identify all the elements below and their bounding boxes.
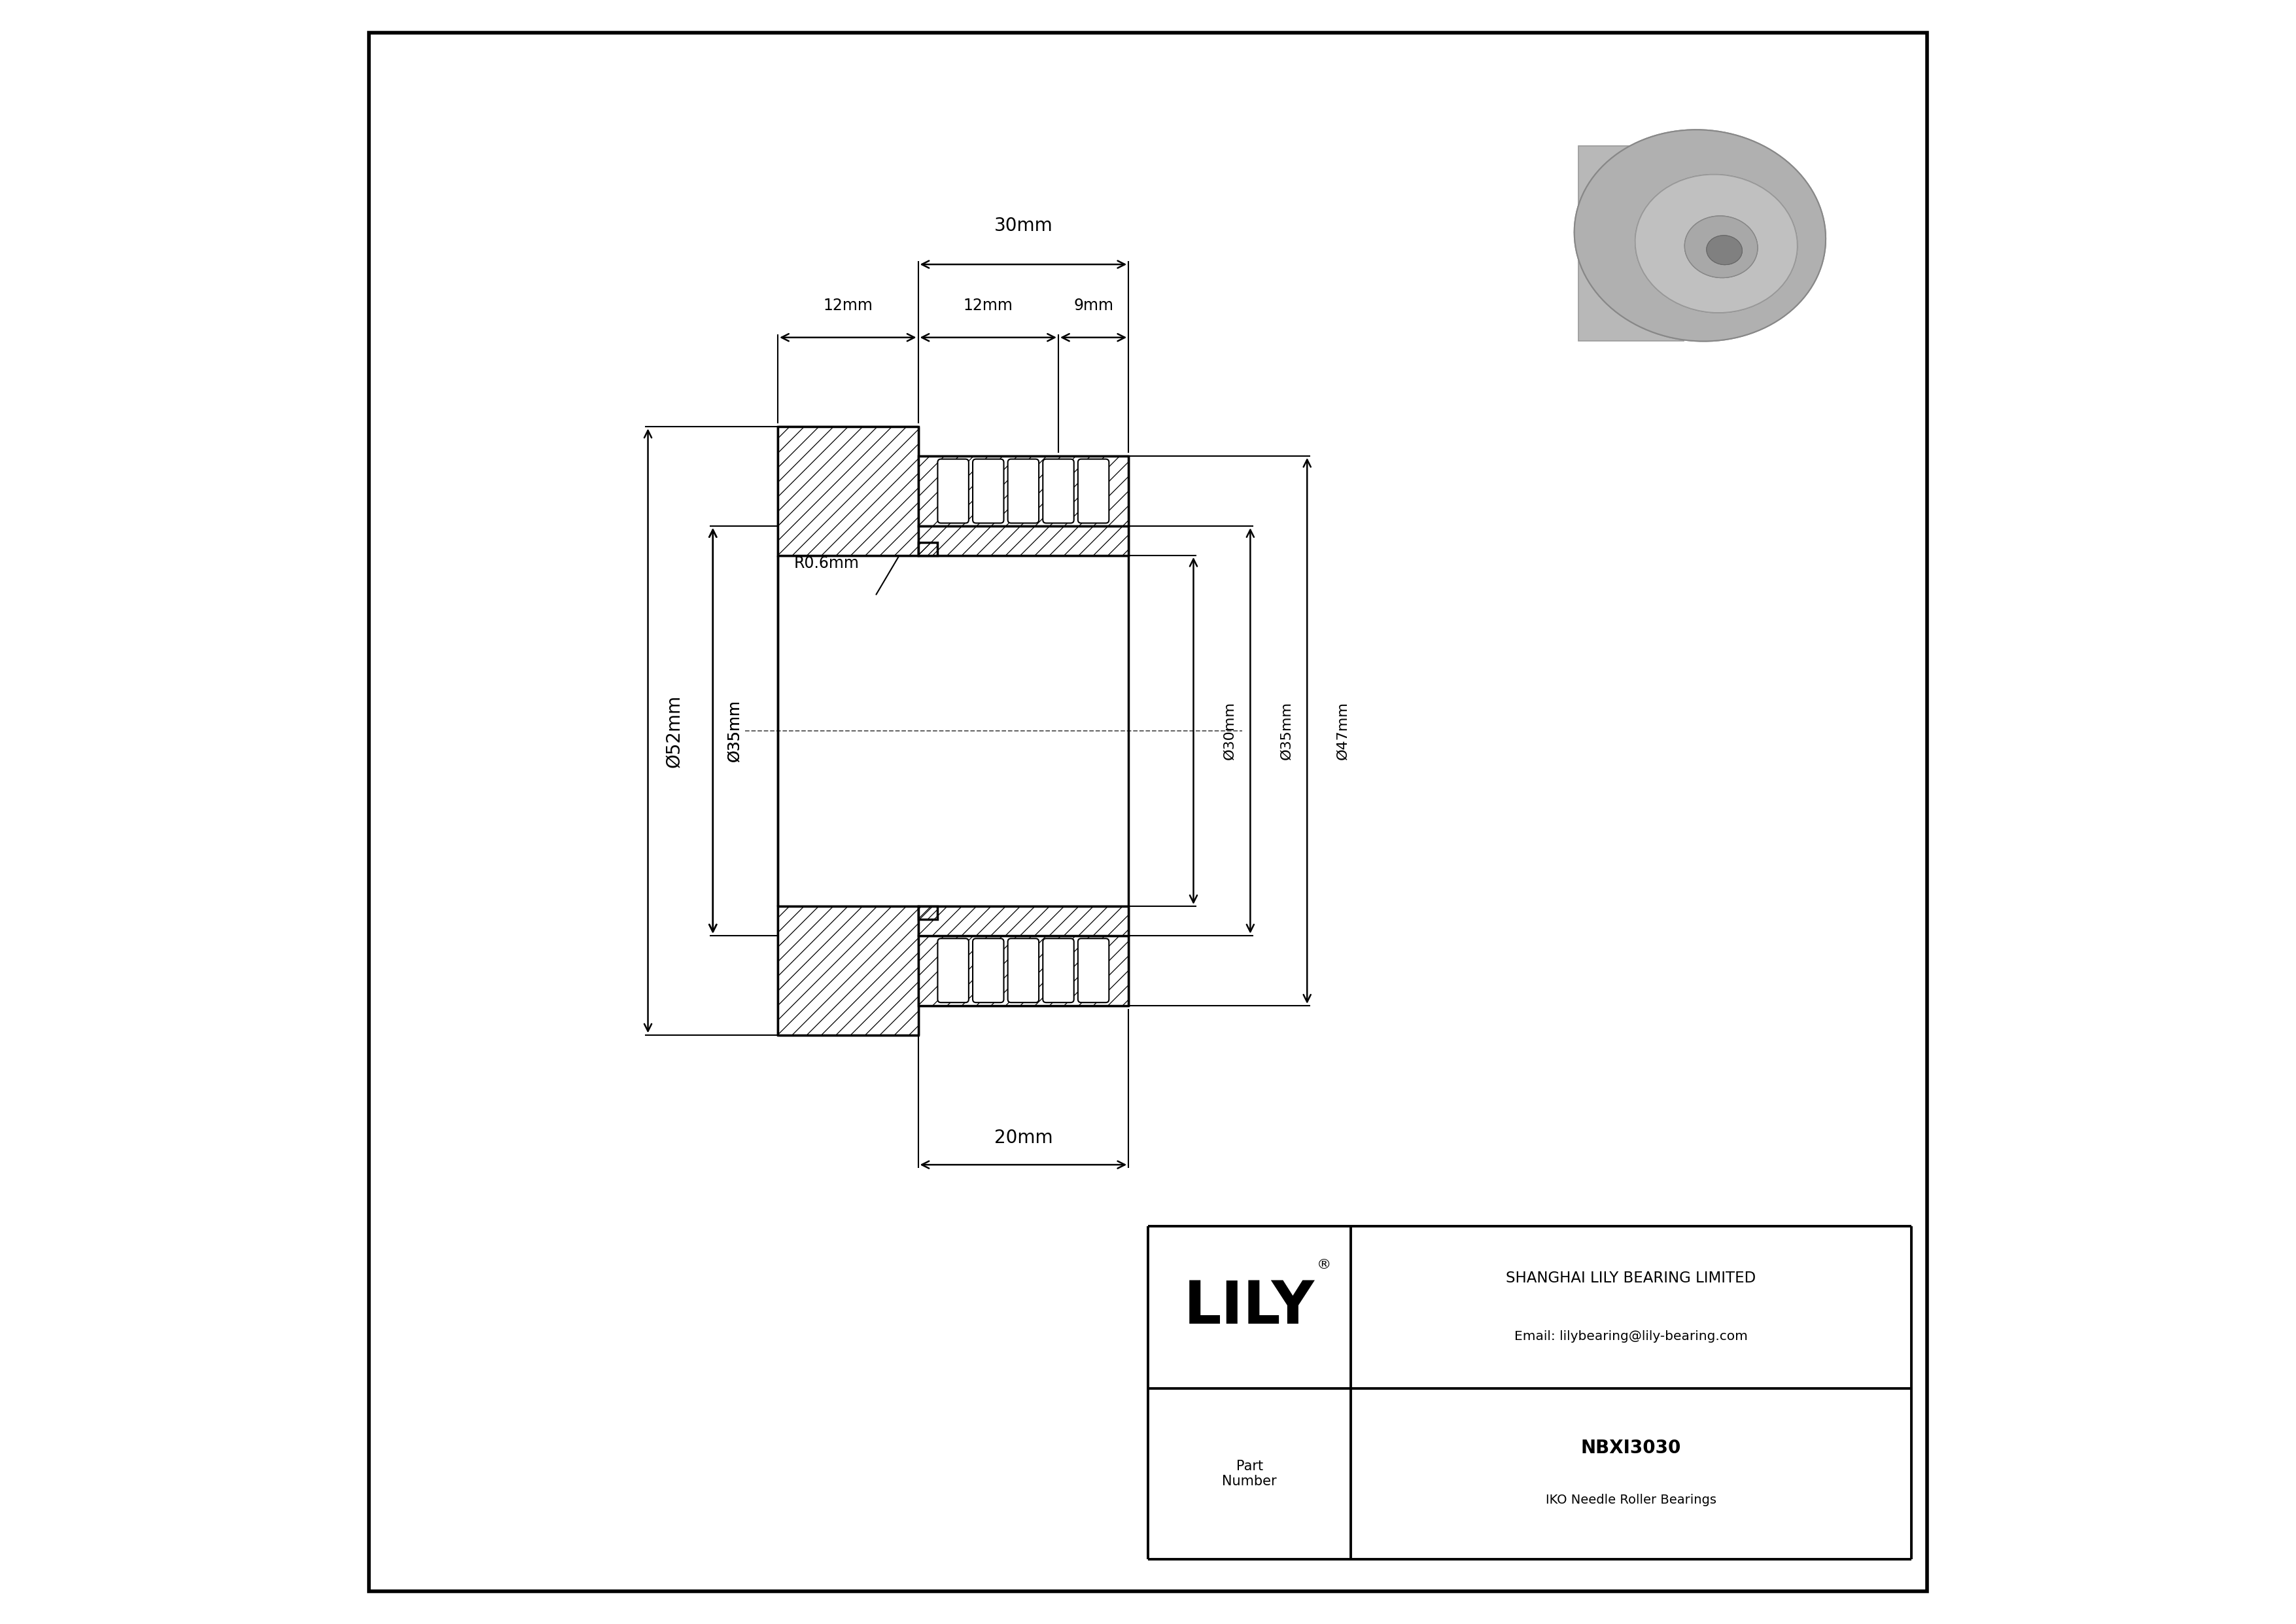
Ellipse shape <box>1706 235 1743 265</box>
Text: Ø52mm: Ø52mm <box>666 695 684 767</box>
Text: NBXI3030: NBXI3030 <box>1582 1439 1681 1457</box>
FancyBboxPatch shape <box>1042 460 1075 523</box>
Text: 9mm: 9mm <box>1075 297 1114 313</box>
FancyBboxPatch shape <box>1008 460 1038 523</box>
Text: Email: lilybearing@lily-bearing.com: Email: lilybearing@lily-bearing.com <box>1515 1330 1747 1343</box>
FancyBboxPatch shape <box>1077 460 1109 523</box>
Text: Ø30mm: Ø30mm <box>1224 702 1235 760</box>
Text: 12mm: 12mm <box>824 297 872 313</box>
Text: ®: ® <box>1318 1259 1332 1272</box>
Ellipse shape <box>1685 216 1759 278</box>
Text: LILY: LILY <box>1185 1278 1316 1337</box>
Text: Ø47mm: Ø47mm <box>1336 702 1350 760</box>
FancyBboxPatch shape <box>1042 939 1075 1002</box>
Polygon shape <box>1577 146 1683 341</box>
Polygon shape <box>778 427 918 555</box>
Text: Ø35mm: Ø35mm <box>726 700 742 762</box>
Text: IKO Needle Roller Bearings: IKO Needle Roller Bearings <box>1545 1494 1717 1505</box>
Text: 20mm: 20mm <box>994 1129 1052 1147</box>
Text: Part
Number: Part Number <box>1221 1460 1277 1488</box>
Polygon shape <box>918 935 1130 1005</box>
Polygon shape <box>918 542 937 555</box>
Text: SHANGHAI LILY BEARING LIMITED: SHANGHAI LILY BEARING LIMITED <box>1506 1270 1756 1286</box>
Text: Ø35mm: Ø35mm <box>726 700 742 762</box>
FancyBboxPatch shape <box>1077 939 1109 1002</box>
FancyBboxPatch shape <box>937 460 969 523</box>
Ellipse shape <box>1575 130 1825 341</box>
Ellipse shape <box>1575 130 1825 341</box>
FancyBboxPatch shape <box>1008 939 1038 1002</box>
Text: 30mm: 30mm <box>994 218 1052 235</box>
Polygon shape <box>918 906 1130 935</box>
Text: 12mm: 12mm <box>964 297 1013 313</box>
Ellipse shape <box>1635 174 1798 313</box>
Text: Ø35mm: Ø35mm <box>1279 702 1293 760</box>
Polygon shape <box>918 906 937 919</box>
Ellipse shape <box>1706 235 1743 265</box>
Ellipse shape <box>1635 174 1798 313</box>
Polygon shape <box>778 906 918 1034</box>
Ellipse shape <box>1685 216 1759 278</box>
Text: R0.6mm: R0.6mm <box>794 555 859 572</box>
Polygon shape <box>918 456 1130 526</box>
Polygon shape <box>918 526 1130 555</box>
FancyBboxPatch shape <box>937 939 969 1002</box>
FancyBboxPatch shape <box>974 939 1003 1002</box>
FancyBboxPatch shape <box>974 460 1003 523</box>
